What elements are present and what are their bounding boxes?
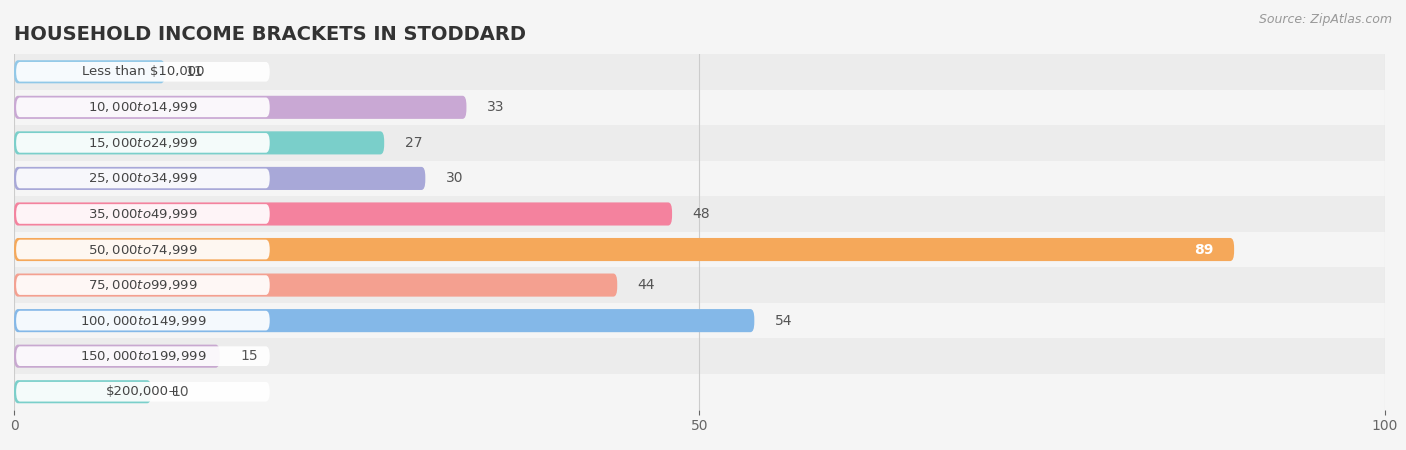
Text: $15,000 to $24,999: $15,000 to $24,999 — [89, 136, 198, 150]
FancyBboxPatch shape — [14, 274, 617, 297]
Bar — [0, 196, 1406, 232]
Text: $10,000 to $14,999: $10,000 to $14,999 — [89, 100, 198, 114]
Text: 11: 11 — [186, 65, 202, 79]
FancyBboxPatch shape — [14, 60, 165, 83]
Bar — [0, 125, 1406, 161]
FancyBboxPatch shape — [14, 380, 152, 403]
FancyBboxPatch shape — [14, 345, 219, 368]
Text: $100,000 to $149,999: $100,000 to $149,999 — [80, 314, 207, 328]
Text: $75,000 to $99,999: $75,000 to $99,999 — [89, 278, 198, 292]
Text: 44: 44 — [638, 278, 655, 292]
Text: 54: 54 — [775, 314, 793, 328]
Text: $35,000 to $49,999: $35,000 to $49,999 — [89, 207, 198, 221]
FancyBboxPatch shape — [14, 96, 467, 119]
FancyBboxPatch shape — [15, 204, 270, 224]
Text: 15: 15 — [240, 349, 257, 363]
Text: 89: 89 — [1194, 243, 1213, 256]
FancyBboxPatch shape — [14, 309, 754, 332]
Bar — [0, 161, 1406, 196]
FancyBboxPatch shape — [15, 275, 270, 295]
Bar — [0, 267, 1406, 303]
Text: Source: ZipAtlas.com: Source: ZipAtlas.com — [1258, 14, 1392, 27]
FancyBboxPatch shape — [14, 238, 1234, 261]
Bar — [0, 54, 1406, 90]
Text: $50,000 to $74,999: $50,000 to $74,999 — [89, 243, 198, 256]
Text: Less than $10,000: Less than $10,000 — [82, 65, 204, 78]
Text: $200,000+: $200,000+ — [105, 385, 180, 398]
Text: HOUSEHOLD INCOME BRACKETS IN STODDARD: HOUSEHOLD INCOME BRACKETS IN STODDARD — [14, 25, 526, 44]
Bar — [0, 338, 1406, 374]
FancyBboxPatch shape — [14, 202, 672, 225]
FancyBboxPatch shape — [15, 240, 270, 259]
FancyBboxPatch shape — [15, 169, 270, 188]
Text: $25,000 to $34,999: $25,000 to $34,999 — [89, 171, 198, 185]
FancyBboxPatch shape — [14, 131, 384, 154]
Text: $150,000 to $199,999: $150,000 to $199,999 — [80, 349, 207, 363]
FancyBboxPatch shape — [15, 382, 270, 401]
FancyBboxPatch shape — [15, 62, 270, 81]
Bar — [0, 303, 1406, 338]
Text: 33: 33 — [486, 100, 505, 114]
FancyBboxPatch shape — [15, 311, 270, 330]
Bar — [0, 232, 1406, 267]
Bar — [0, 90, 1406, 125]
Text: 48: 48 — [693, 207, 710, 221]
Text: 27: 27 — [405, 136, 422, 150]
FancyBboxPatch shape — [15, 346, 270, 366]
FancyBboxPatch shape — [15, 98, 270, 117]
Bar — [0, 374, 1406, 410]
Text: 10: 10 — [172, 385, 190, 399]
FancyBboxPatch shape — [15, 133, 270, 153]
FancyBboxPatch shape — [14, 167, 425, 190]
Text: 30: 30 — [446, 171, 464, 185]
